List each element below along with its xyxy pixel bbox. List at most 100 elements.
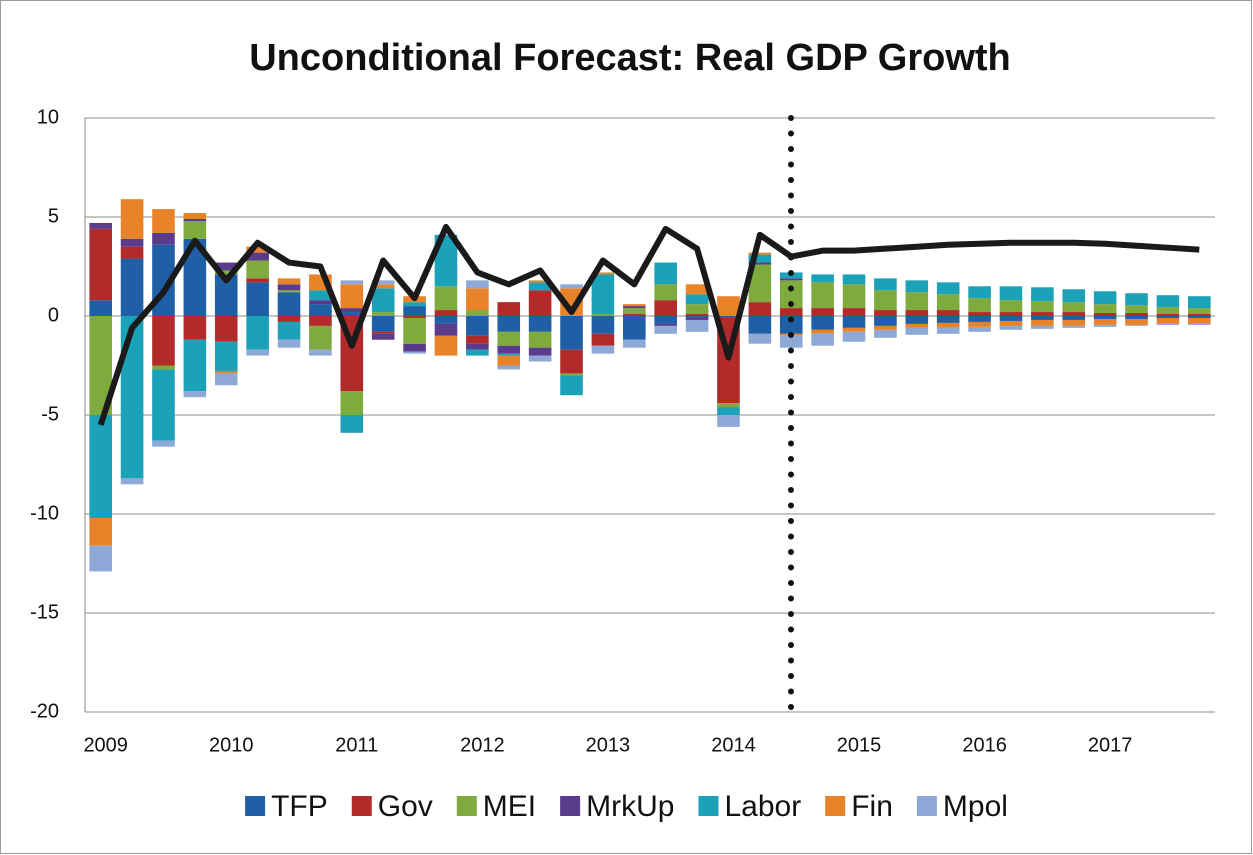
bar-segment [999, 300, 1023, 313]
bar-segment [183, 218, 207, 221]
bar-segment [1031, 301, 1054, 313]
bar-segment [936, 282, 960, 295]
bar-segment [528, 280, 552, 283]
bar-segment [120, 258, 144, 316]
bar-segment [246, 246, 269, 253]
gdp-line [97, 223, 1200, 426]
bar-segment [748, 254, 772, 263]
bar-segment [717, 407, 740, 415]
bar-segment [214, 373, 238, 386]
bar-segment [591, 272, 615, 275]
bar-segment [1093, 313, 1117, 316]
bar-segment [560, 316, 583, 350]
x-tick-label: 2011 [335, 734, 378, 756]
bar-segment [152, 365, 175, 370]
bar-segment [89, 228, 112, 301]
bar-segment [466, 310, 489, 316]
bar-segment [434, 234, 458, 287]
bar-segment [246, 282, 269, 316]
bar-segment [120, 478, 144, 485]
bar-segment [371, 288, 395, 313]
bar-segment [685, 314, 709, 316]
bar-segment [497, 331, 521, 346]
bar-segment [89, 316, 112, 415]
bar-segment [717, 316, 740, 318]
bar-segment [842, 316, 866, 328]
bar-segment [936, 322, 960, 328]
bar-segment [905, 310, 929, 316]
overlay: 2009 2010 2011 2012 2013 2014 2015 2016 2017 TFP G… [83, 223, 1200, 823]
bar-segment [466, 316, 489, 336]
bar-segment [1188, 316, 1211, 318]
bar-segment [842, 274, 866, 285]
bar-segment [779, 280, 803, 309]
bar-segment [371, 312, 395, 316]
bar-segment [1125, 324, 1148, 326]
bar-segment [968, 321, 991, 327]
bar-segment [434, 323, 458, 336]
bar-segment [246, 349, 269, 356]
bar-segment [811, 329, 834, 334]
bar-segment [528, 355, 552, 362]
bar-segment [623, 304, 646, 307]
bar-segment [183, 213, 207, 219]
bar-segment [246, 278, 269, 283]
bar-segment [214, 262, 238, 271]
bar-segment [403, 302, 426, 307]
bar-segment [591, 345, 615, 354]
bar-segment [528, 331, 552, 348]
bar-segment [497, 355, 521, 366]
bar-segment [654, 300, 677, 316]
grid: -20 -15 -10 -5 0 5 10 [30, 106, 1215, 722]
bar-segment [497, 302, 521, 316]
bar-segment [1188, 308, 1211, 315]
bar-segment [371, 316, 395, 332]
x-tick-label: 2016 [962, 734, 1007, 756]
legend-label: TFP [271, 790, 328, 823]
bar-segment [779, 316, 803, 334]
legend-swatch [560, 796, 581, 816]
bar-segment [497, 345, 521, 354]
bar-segment [623, 308, 646, 315]
bar-segment [654, 284, 677, 301]
bar-segment [214, 316, 238, 342]
bar-segment [874, 316, 897, 326]
bar-segment [340, 312, 364, 316]
bar-segment [1156, 295, 1180, 308]
bar-segment [497, 365, 521, 370]
bar-segment [999, 320, 1023, 326]
bar-segment [309, 304, 332, 316]
bar-segment [654, 262, 677, 285]
bar-segment [183, 316, 207, 340]
x-tick-label: 2010 [209, 734, 254, 756]
bar-segment [434, 316, 458, 324]
bar-segment [277, 321, 301, 340]
bar-segment [434, 310, 458, 316]
bar-segment [89, 300, 112, 316]
bar-segment [340, 308, 364, 313]
bar-segment [277, 290, 301, 293]
legend-label: Mpol [943, 790, 1008, 823]
bar-segment [1062, 316, 1086, 320]
y-tick-label: -10 [30, 502, 59, 524]
bar-segment [1062, 289, 1086, 303]
bar-segment [497, 353, 521, 356]
x-tick-label: 2015 [837, 734, 882, 756]
bar-segment [1156, 307, 1180, 315]
bar-segment [528, 347, 552, 356]
bar-segment [654, 323, 677, 326]
bar-segment [591, 274, 615, 315]
bar-segment [874, 329, 897, 338]
bar-segment [371, 331, 395, 334]
bar-segment [685, 284, 709, 295]
bar-segment [120, 316, 144, 479]
bar-segment [152, 369, 175, 441]
chart-title: Unconditional Forecast: Real GDP Growth [249, 37, 1011, 79]
bar-segment [779, 278, 803, 281]
bar-segment [277, 339, 301, 348]
bar-segment [842, 331, 866, 342]
y-tick-label: 0 [48, 304, 59, 326]
y-tick-label: -20 [30, 700, 59, 722]
bar-segment [89, 517, 112, 546]
bar-segment [214, 274, 238, 316]
